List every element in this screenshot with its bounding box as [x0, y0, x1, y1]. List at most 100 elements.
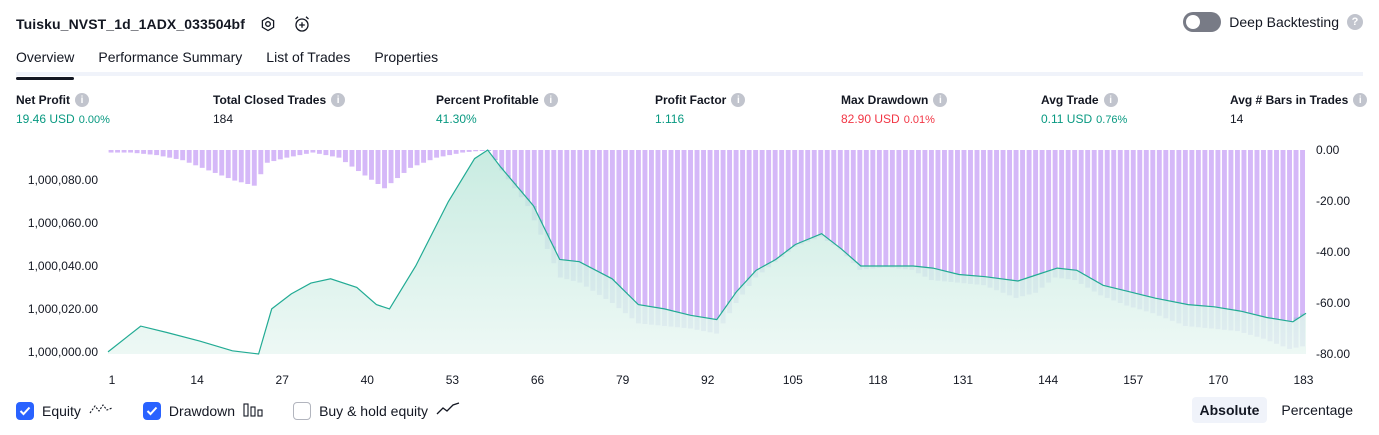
drawdown-bar — [317, 150, 322, 154]
drawdown-bar — [799, 150, 804, 242]
drawdown-bar — [512, 150, 517, 183]
drawdown-bar — [929, 150, 934, 268]
percentage-button[interactable]: Percentage — [1273, 397, 1361, 423]
drawdown-bar — [1007, 150, 1012, 280]
drawdown-bar — [1040, 150, 1045, 272]
drawdown-bar — [239, 150, 244, 182]
info-icon[interactable]: i — [331, 93, 345, 107]
drawdown-bar — [343, 150, 348, 162]
right-axis-tick: 0.00 — [1316, 143, 1340, 157]
drawdown-bar — [232, 150, 237, 181]
drawdown-bar — [330, 150, 335, 156]
drawdown-bar — [1300, 150, 1305, 313]
metric-percent: 0.00% — [79, 114, 110, 126]
drawdown-bar — [962, 150, 967, 275]
metric-label: Total Closed Trades — [213, 93, 326, 107]
left-axis-tick: 1,000,040.00 — [28, 259, 98, 273]
info-icon[interactable]: i — [731, 93, 745, 107]
drawdown-bar — [988, 150, 993, 278]
drawdown-checkbox[interactable] — [143, 402, 161, 420]
left-axis: 1,000,000.00 1,000,020.00 1,000,040.00 1,00… — [28, 173, 98, 359]
deep-backtesting-toggle[interactable] — [1183, 12, 1221, 32]
drawdown-bar — [1183, 150, 1188, 305]
drawdown-bar — [323, 150, 328, 155]
drawdown-bar — [1118, 150, 1123, 290]
drawdown-bar — [135, 150, 140, 153]
help-icon[interactable]: ? — [1347, 14, 1363, 30]
metric-avg-bars-in-trades: Avg # Bars in Trades i 14 — [1230, 93, 1367, 126]
drawdown-bar — [1163, 150, 1168, 301]
x-axis-tick: 14 — [190, 373, 204, 387]
drawdown-bar — [200, 150, 205, 168]
drawdown-bar — [206, 150, 211, 170]
drawdown-bar — [779, 150, 784, 255]
strategy-title: Tuisku_NVST_1d_1ADX_033504bf — [16, 16, 245, 32]
tab-performance-summary[interactable]: Performance Summary — [98, 40, 242, 76]
info-icon[interactable]: i — [75, 93, 89, 107]
drawdown-bar — [629, 150, 634, 298]
drawdown-bar — [1209, 150, 1214, 307]
drawdown-bar — [1261, 150, 1266, 317]
equity-checkbox[interactable] — [16, 402, 34, 420]
info-icon[interactable]: i — [933, 93, 947, 107]
gear-icon[interactable] — [257, 13, 279, 35]
info-icon[interactable]: i — [1104, 93, 1118, 107]
x-axis-tick: 92 — [701, 373, 715, 387]
metrics-row: Net Profit i 19.46 USD 0.00% Total Closed … — [16, 93, 1363, 133]
drawdown-bar — [727, 150, 732, 301]
drawdown-bar — [538, 150, 543, 219]
legend-equity[interactable]: Equity — [16, 402, 113, 420]
add-alert-icon[interactable] — [291, 13, 313, 35]
info-icon[interactable]: i — [1353, 93, 1367, 107]
x-axis-tick: 183 — [1293, 373, 1313, 387]
tab-overview[interactable]: Overview — [16, 40, 74, 76]
tab-list-of-trades[interactable]: List of Trades — [266, 40, 350, 76]
drawdown-bar — [454, 150, 459, 154]
drawdown-bar — [1215, 150, 1220, 308]
drawdown-bar — [1196, 150, 1201, 306]
drawdown-bar — [909, 150, 914, 266]
drawdown-bar — [415, 150, 420, 165]
tab-properties[interactable]: Properties — [374, 40, 438, 76]
drawdown-bar — [844, 150, 849, 255]
x-axis-tick: 66 — [531, 373, 545, 387]
equity-drawdown-chart[interactable]: 1,000,000.00 1,000,020.00 1,000,040.00 1,00… — [0, 140, 1379, 390]
drawdown-bar — [753, 150, 758, 270]
drawdown-bar — [825, 150, 830, 239]
drawdown-bar — [1085, 150, 1090, 278]
drawdown-bar — [851, 150, 856, 260]
drawdown-bar — [1059, 150, 1064, 269]
drawdown-bar — [1098, 150, 1103, 285]
drawdown-bar — [981, 150, 986, 277]
drawdown-bar — [278, 150, 283, 159]
drawdown-bar — [193, 150, 198, 165]
drawdown-bar — [109, 150, 114, 153]
drawdown-bar — [695, 150, 700, 316]
drawdown-bar — [558, 150, 563, 260]
buy-hold-checkbox[interactable] — [293, 402, 311, 420]
drawdown-bar — [1072, 150, 1077, 270]
legend-drawdown[interactable]: Drawdown — [143, 401, 263, 420]
drawdown-bar — [786, 150, 791, 249]
drawdown-bar — [252, 150, 257, 186]
drawdown-bar — [766, 150, 771, 263]
drawdown-bar — [571, 150, 576, 261]
strategy-header: Tuisku_NVST_1d_1ADX_033504bf — [16, 12, 313, 36]
drawdown-bar — [408, 150, 413, 168]
absolute-button[interactable]: Absolute — [1192, 397, 1268, 423]
drawdown-bar — [174, 150, 179, 159]
drawdown-bar — [1268, 150, 1273, 319]
drawdown-bar — [649, 150, 654, 307]
legend-buy-hold[interactable]: Buy & hold equity — [293, 402, 460, 420]
info-icon[interactable]: i — [544, 93, 558, 107]
drawdown-bar — [154, 150, 159, 155]
drawdown-bar — [616, 150, 621, 285]
drawdown-bar — [258, 150, 263, 174]
drawdown-bar — [916, 150, 921, 267]
tab-bar: Overview Performance Summary List of Tra… — [16, 40, 1363, 76]
drawdown-bar — [942, 150, 947, 271]
drawdown-bar — [1001, 150, 1006, 279]
drawdown-bar — [480, 150, 485, 151]
drawdown-bar — [1092, 150, 1097, 282]
drawdown-bar — [1131, 150, 1136, 293]
